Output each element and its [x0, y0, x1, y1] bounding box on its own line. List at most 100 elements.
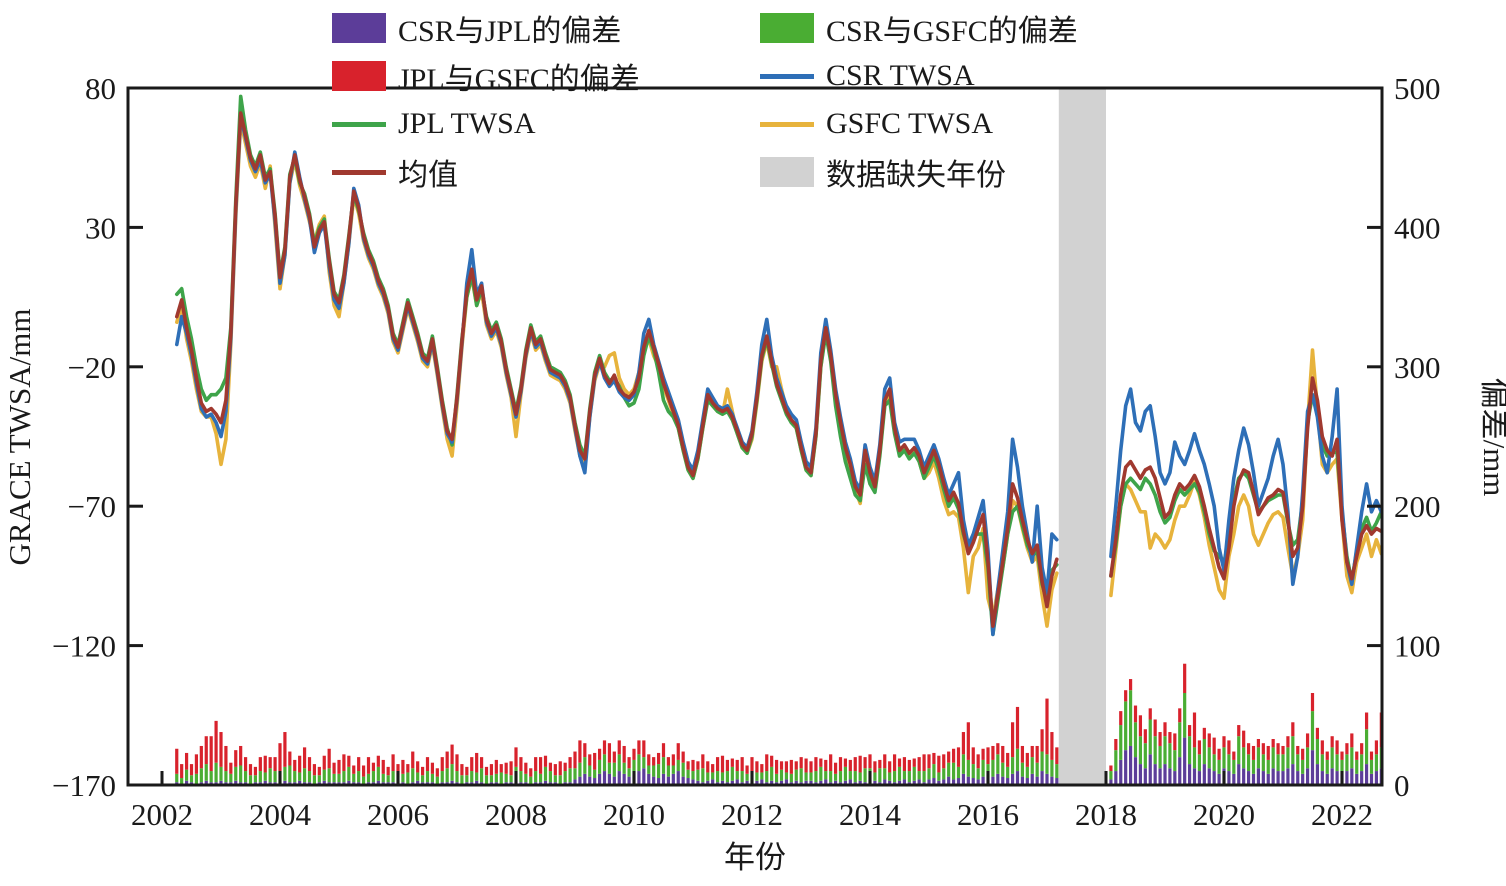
bar-seg-jpl_gsfc — [302, 747, 307, 769]
bar-seg-jpl_gsfc — [1330, 736, 1334, 748]
bar-seg-jpl_gsfc — [770, 755, 774, 767]
bar-seg-csr_gsfc — [730, 766, 734, 781]
y-left-tick-label: −70 — [68, 489, 116, 524]
bar-seg-jpl_gsfc — [1310, 692, 1315, 712]
bar-seg-jpl_gsfc — [765, 754, 769, 772]
y-left-tick-label: 30 — [85, 210, 116, 245]
bar-seg-jpl_gsfc — [258, 757, 262, 772]
bar-seg-jpl_gsfc — [809, 761, 813, 773]
bar-seg-csr_jpl — [1202, 764, 1206, 785]
x-tick-label: 2014 — [839, 797, 902, 832]
bar-seg-jpl_gsfc — [720, 755, 725, 773]
bar-seg-csr_gsfc — [1345, 754, 1349, 772]
bar-seg-csr_gsfc — [1168, 743, 1172, 769]
bar-seg-csr_jpl — [770, 780, 774, 785]
bar-seg-csr_gsfc — [829, 771, 833, 783]
bar-seg-jpl_gsfc — [642, 740, 646, 758]
bar-seg-csr_gsfc — [1291, 736, 1295, 765]
bar-seg-csr_gsfc — [224, 771, 228, 783]
bar-seg-csr_jpl — [951, 779, 956, 785]
bar-seg-jpl_gsfc — [322, 755, 326, 770]
bar-seg-csr_gsfc — [189, 775, 194, 783]
bar-seg-jpl_gsfc — [234, 750, 238, 767]
legend-item: JPL TWSA — [332, 100, 736, 148]
bar-seg-csr_gsfc — [632, 759, 636, 774]
bar-seg-csr_gsfc — [307, 771, 312, 783]
bar-seg-csr_gsfc — [416, 772, 420, 781]
bar-seg-jpl_gsfc — [504, 762, 508, 774]
bar-seg-jpl_gsfc — [715, 757, 720, 772]
bar-seg-csr_jpl — [809, 780, 813, 785]
bar-seg-csr_jpl — [1143, 768, 1147, 785]
bar-seg-jpl_gsfc — [627, 757, 631, 769]
bar-seg-jpl_gsfc — [312, 764, 317, 776]
bar-seg-csr_gsfc — [637, 754, 641, 772]
bar-seg-jpl_gsfc — [317, 766, 321, 776]
bar-seg-csr_jpl — [1055, 778, 1059, 785]
bar-seg-jpl_gsfc — [607, 743, 612, 763]
bar-seg-csr_gsfc — [1010, 757, 1015, 774]
bar-seg-csr_gsfc — [184, 769, 189, 781]
bar-seg-csr_gsfc — [686, 769, 690, 779]
bar-seg-csr_gsfc — [593, 769, 597, 779]
bar-seg-csr_gsfc — [853, 771, 857, 783]
bar-seg-csr_gsfc — [770, 766, 774, 781]
bar-seg-csr_jpl — [819, 780, 823, 785]
bar-seg-csr_gsfc — [1138, 736, 1143, 765]
bar-seg-csr_jpl — [263, 780, 267, 785]
bar-seg-jpl_gsfc — [204, 736, 208, 765]
bar-seg-csr_jpl — [1246, 771, 1251, 785]
bar-seg-csr_gsfc — [883, 768, 887, 780]
bar-seg-jpl_gsfc — [332, 762, 336, 774]
bar-seg-csr_gsfc — [966, 759, 970, 777]
bar-seg-csr_gsfc — [450, 764, 454, 781]
bar-seg-jpl_gsfc — [1025, 752, 1029, 767]
bar-seg-jpl_gsfc — [263, 755, 267, 773]
bar-seg-jpl_gsfc — [499, 764, 503, 773]
y-right-tick-label: 0 — [1394, 768, 1410, 803]
bar-seg-csr_gsfc — [194, 773, 199, 784]
red-bar-swatch — [332, 61, 386, 91]
bar-seg-csr_jpl — [888, 780, 892, 785]
bar-seg-jpl_gsfc — [701, 754, 705, 769]
bar-seg-csr_gsfc — [425, 771, 430, 783]
bar-seg-csr_gsfc — [932, 764, 936, 779]
bar-seg-csr_gsfc — [1325, 759, 1329, 774]
bar-seg-csr_gsfc — [1001, 762, 1005, 777]
bar-seg-jpl_gsfc — [750, 757, 754, 772]
bar-seg-jpl_gsfc — [853, 757, 857, 772]
bar-seg-jpl_gsfc — [1178, 708, 1182, 723]
legend-item: GSFC TWSA — [760, 100, 1078, 148]
bar-seg-jpl_gsfc — [671, 754, 675, 766]
bar-seg-jpl_gsfc — [971, 747, 975, 765]
bar-seg-csr_gsfc — [229, 773, 233, 783]
bar-seg-jpl_gsfc — [1291, 722, 1295, 737]
bar-seg-jpl_gsfc — [425, 757, 430, 772]
bar-seg-csr_gsfc — [573, 768, 577, 780]
bar-seg-jpl_gsfc — [735, 759, 739, 772]
bar-seg-jpl_gsfc — [327, 748, 331, 769]
bar-seg-csr_jpl — [912, 780, 916, 785]
bar-seg-csr_gsfc — [298, 772, 302, 781]
bar-seg-csr_gsfc — [509, 775, 513, 783]
bar-seg-jpl_gsfc — [180, 764, 184, 779]
bar-seg-jpl_gsfc — [1237, 725, 1241, 737]
bar-seg-jpl_gsfc — [912, 758, 916, 767]
bar-seg-csr_gsfc — [627, 768, 631, 777]
bar-seg-csr_gsfc — [312, 775, 317, 784]
bar-seg-jpl_gsfc — [430, 762, 435, 774]
bar-seg-csr_gsfc — [538, 773, 543, 783]
bar-seg-jpl_gsfc — [696, 761, 700, 770]
y-right-tick-label: 300 — [1394, 350, 1441, 385]
y-left-tick-label: 80 — [85, 71, 116, 106]
bar-seg-csr_jpl — [971, 778, 975, 785]
bar-seg-csr_gsfc — [1364, 729, 1369, 765]
bar-seg-csr_gsfc — [1237, 736, 1241, 765]
bar-seg-jpl_gsfc — [470, 757, 474, 772]
gray-band-swatch — [760, 157, 814, 187]
bar-seg-csr_gsfc — [1119, 725, 1123, 760]
bar-seg-csr_gsfc — [578, 762, 582, 777]
bar-seg-csr_gsfc — [765, 771, 769, 783]
bar-seg-csr_gsfc — [1128, 690, 1133, 746]
legend-label: GSFC TWSA — [826, 107, 993, 140]
